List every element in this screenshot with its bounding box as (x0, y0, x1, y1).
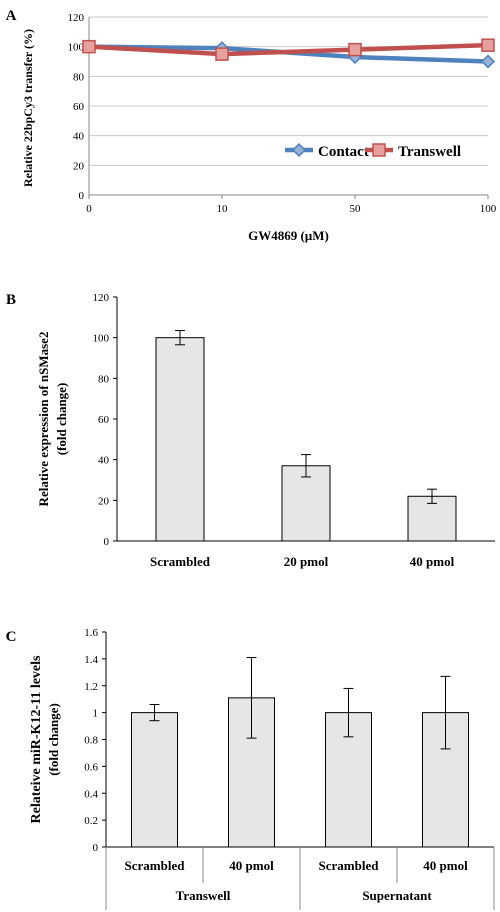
x-tick-label-b: 40 pmol (410, 554, 455, 569)
group-label-c: Supernatant (362, 888, 432, 903)
y-tick-label-b: 20 (98, 495, 110, 507)
data-point-transwell (481, 38, 495, 52)
x-tick-label-a: 0 (86, 203, 92, 215)
y-tick-label-b: 0 (104, 536, 110, 548)
bar-c (131, 712, 178, 848)
x-tick-label-b: 20 pmol (284, 554, 329, 569)
legend-marker-contact (291, 142, 307, 158)
y-tick-label-c: 0 (93, 842, 99, 854)
x-axis-title-a: GW4869 (µM) (248, 228, 329, 243)
data-point-transwell (348, 42, 362, 57)
y-tick-label-c: 1.2 (84, 681, 98, 693)
data-point-transwell (82, 39, 96, 54)
y-tick-label-c: 1.4 (84, 654, 98, 666)
legend-label-contact: Contact (318, 144, 369, 160)
panel-label-b: B (6, 292, 16, 308)
x-tick-label-c: Scrambled (125, 858, 186, 873)
x-tick-label-a: 50 (350, 203, 362, 215)
x-tick-label-a: 10 (217, 203, 229, 215)
group-label-c: Transwell (176, 888, 231, 903)
y-tick-label-c: 0.8 (84, 735, 98, 747)
y-tick-label-a: 0 (79, 190, 85, 202)
legend-label-transwell: Transwell (398, 144, 461, 160)
bar-b (281, 465, 331, 542)
x-tick-label-c: 40 pmol (423, 858, 468, 873)
y-tick-label-c: 1 (93, 708, 99, 720)
legend-marker-transwell (372, 143, 386, 157)
y-tick-label-b: 40 (98, 455, 110, 467)
y-axis-title-b: (fold change) (54, 383, 69, 456)
x-tick-label-a: 100 (480, 203, 497, 215)
y-tick-label-b: 60 (98, 414, 110, 426)
data-point-contact (480, 54, 496, 69)
series-line-transwell (86, 42, 491, 57)
y-tick-label-a: 100 (68, 42, 85, 54)
y-tick-label-a: 20 (73, 160, 85, 172)
y-axis-title-b: Relative expression of nSMase2 (36, 332, 51, 507)
y-tick-label-c: 0.4 (84, 788, 98, 800)
y-tick-label-c: 1.6 (84, 627, 98, 639)
y-tick-label-a: 40 (73, 131, 85, 143)
y-axis-title-c: (fold change) (46, 703, 61, 776)
y-tick-label-b: 120 (93, 292, 110, 304)
y-tick-label-a: 120 (68, 12, 85, 24)
panel-label-c: C (6, 629, 17, 645)
y-tick-label-c: 0.6 (84, 761, 98, 773)
bar-b (155, 337, 205, 542)
x-tick-label-b: Scrambled (150, 554, 211, 569)
panel-label-a: A (6, 8, 17, 24)
y-tick-label-a: 80 (73, 71, 85, 83)
data-point-transwell (215, 47, 229, 61)
y-tick-label-c: 0.2 (84, 815, 98, 827)
y-tick-label-b: 80 (98, 373, 110, 385)
y-axis-title-c: Relateive miR-K12-11 levels (29, 655, 44, 824)
y-tick-label-b: 100 (93, 333, 110, 345)
y-tick-label-a: 60 (73, 101, 85, 113)
y-axis-title-a: Relative 22bpCy3 transfer (%) (21, 29, 35, 187)
x-tick-label-c: Scrambled (319, 858, 380, 873)
x-tick-label-c: 40 pmol (229, 858, 274, 873)
